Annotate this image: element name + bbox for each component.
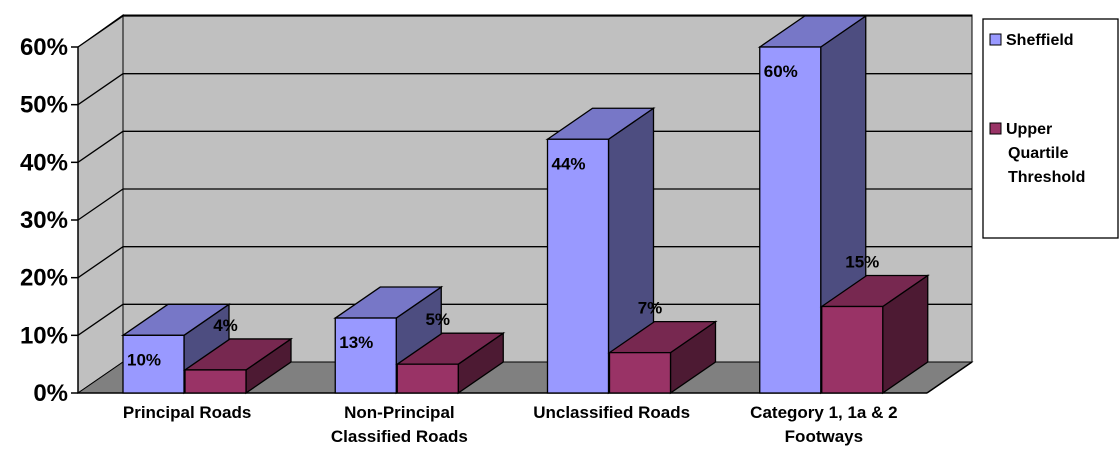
y-tick-label: 10% <box>20 322 68 349</box>
bar-front <box>759 46 822 394</box>
gridline <box>77 130 972 163</box>
y-tick-label: 50% <box>20 92 68 119</box>
legend-label: Upper Quartile Threshold <box>1006 121 1085 186</box>
bar-front <box>334 317 397 394</box>
gridline <box>77 73 972 106</box>
legend-swatch <box>989 33 1002 46</box>
bar-front <box>821 305 884 394</box>
bar-upper-quartile-3: 15% <box>819 253 930 395</box>
floor-edge <box>926 361 973 394</box>
y-tick-label: 30% <box>20 207 68 234</box>
bar-front <box>608 351 672 394</box>
bar-front <box>184 369 247 394</box>
y-tick-label: 40% <box>20 149 68 176</box>
bar-sheffield-3: 60% <box>757 14 868 395</box>
data-label: 7% <box>638 299 663 318</box>
bar-front <box>122 334 185 394</box>
category-label: Non-Principal Classified Roads <box>331 403 468 446</box>
bar-front <box>546 138 610 394</box>
gridline <box>77 303 972 336</box>
y-tick-label: 60% <box>20 34 68 61</box>
data-label: 15% <box>845 253 879 272</box>
bar-upper-quartile-0: 4% <box>182 316 294 395</box>
data-label: 13% <box>339 333 373 352</box>
data-label: 60% <box>764 62 798 81</box>
gridline <box>77 246 972 279</box>
legend-label: Sheffield <box>1006 32 1074 49</box>
category-label: Unclassified Roads <box>533 403 690 422</box>
bar-upper-quartile-2: 7% <box>607 299 718 395</box>
y-tick-label: 0% <box>33 380 68 407</box>
legend-swatch <box>989 122 1002 135</box>
data-label: 5% <box>425 310 450 329</box>
data-label: 10% <box>127 350 161 369</box>
bar-upper-quartile-1: 5% <box>395 310 506 395</box>
bar-sheffield-2: 44% <box>545 107 656 395</box>
data-label: 44% <box>552 154 586 173</box>
category-label: Principal Roads <box>123 403 251 422</box>
legend-box <box>982 18 1119 239</box>
gridline <box>77 188 972 221</box>
gridline <box>77 15 972 48</box>
y-tick-label: 20% <box>20 265 68 292</box>
data-label: 4% <box>213 316 238 335</box>
category-label: Category 1, 1a & 2 Footways <box>750 403 897 446</box>
bar-front <box>396 363 459 394</box>
